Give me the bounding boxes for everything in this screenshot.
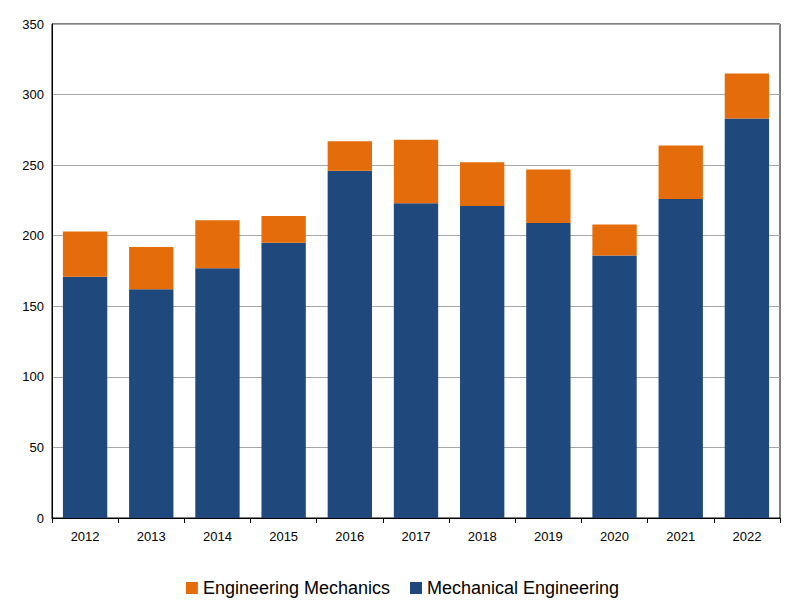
svg-text:250: 250 — [22, 158, 44, 173]
svg-text:2018: 2018 — [468, 529, 497, 544]
svg-text:2021: 2021 — [666, 529, 695, 544]
svg-text:Engineering Mechanics: Engineering Mechanics — [203, 578, 390, 598]
svg-text:2012: 2012 — [71, 529, 100, 544]
svg-text:50: 50 — [30, 440, 44, 455]
svg-text:2019: 2019 — [534, 529, 563, 544]
svg-text:2017: 2017 — [402, 529, 431, 544]
svg-text:2015: 2015 — [269, 529, 298, 544]
svg-text:200: 200 — [22, 228, 44, 243]
svg-text:2016: 2016 — [335, 529, 364, 544]
svg-text:2022: 2022 — [732, 529, 761, 544]
svg-text:2013: 2013 — [137, 529, 166, 544]
svg-text:100: 100 — [22, 369, 44, 384]
svg-text:2020: 2020 — [600, 529, 629, 544]
svg-text:2014: 2014 — [203, 529, 232, 544]
svg-text:0: 0 — [37, 511, 44, 526]
svg-text:150: 150 — [22, 299, 44, 314]
svg-text:350: 350 — [22, 17, 44, 32]
svg-text:Mechanical Engineering: Mechanical Engineering — [427, 578, 619, 598]
svg-text:300: 300 — [22, 87, 44, 102]
